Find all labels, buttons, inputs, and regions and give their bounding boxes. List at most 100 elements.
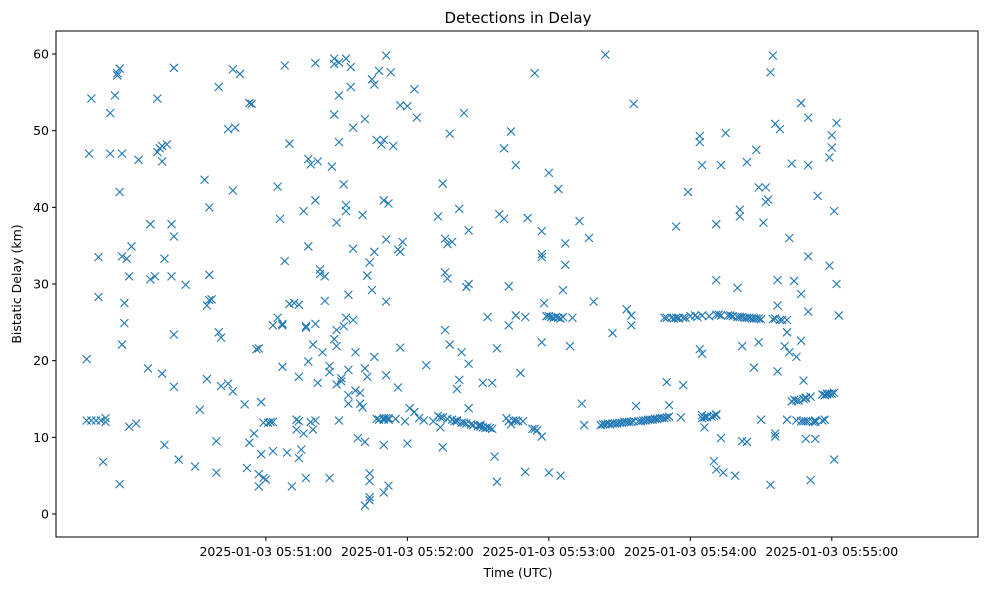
data-point-marker — [678, 313, 688, 323]
data-point-marker — [204, 295, 214, 305]
data-point-marker — [325, 367, 334, 377]
data-point-marker — [466, 419, 476, 429]
data-point-marker — [105, 108, 115, 118]
data-point-marker — [287, 482, 297, 491]
data-point-marker — [499, 214, 509, 224]
data-point-marker — [228, 186, 238, 195]
data-point-marker — [169, 330, 179, 339]
data-point-marker — [310, 319, 320, 329]
data-point-marker — [313, 378, 323, 388]
data-point-marker — [282, 448, 292, 458]
data-point-marker — [315, 269, 325, 279]
data-point-marker — [506, 127, 516, 136]
data-point-marker — [787, 159, 797, 169]
data-point-marker — [115, 479, 125, 489]
data-point-marker — [346, 62, 356, 72]
data-point-marker — [537, 252, 547, 262]
data-point-marker — [379, 488, 389, 497]
data-point-marker — [190, 462, 200, 471]
data-point-marker — [560, 238, 570, 248]
data-point-marker — [94, 292, 103, 302]
data-point-marker — [174, 455, 184, 464]
data-point-marker — [487, 378, 497, 388]
data-point-marker — [105, 149, 115, 159]
data-point-marker — [697, 311, 707, 320]
data-point-marker — [443, 274, 452, 284]
data-point-marker — [329, 59, 339, 69]
data-point-marker — [695, 131, 705, 141]
data-point-marker — [325, 473, 334, 483]
data-point-marker — [544, 468, 554, 477]
y-tick-label: 40 — [33, 200, 49, 215]
data-point-marker — [145, 219, 155, 229]
data-point-marker — [402, 101, 412, 111]
data-point-marker — [735, 205, 745, 215]
data-point-marker — [445, 129, 455, 139]
data-point-marker — [671, 222, 681, 231]
data-point-marker — [659, 413, 669, 423]
data-point-marker — [169, 63, 179, 73]
data-point-marker — [568, 313, 577, 323]
y-tick-label: 50 — [33, 123, 49, 138]
data-point-marker — [348, 315, 358, 325]
data-point-marker — [341, 200, 351, 210]
data-point-marker — [452, 384, 462, 394]
data-point-marker — [464, 279, 474, 289]
data-point-marker — [372, 414, 382, 424]
data-point-marker — [499, 143, 509, 153]
data-point-marker — [353, 433, 363, 443]
data-point-marker — [565, 341, 575, 351]
data-point-marker — [749, 363, 759, 372]
data-point-marker — [714, 310, 724, 320]
data-point-marker — [98, 457, 108, 467]
data-point-marker — [438, 442, 448, 452]
data-point-marker — [332, 380, 341, 389]
data-point-marker — [112, 68, 122, 78]
data-point-marker — [671, 313, 681, 323]
data-point-marker — [530, 424, 540, 434]
data-point-marker — [119, 298, 129, 308]
data-point-marker — [829, 206, 839, 216]
data-point-marker — [365, 492, 375, 502]
x-axis: 2025-01-03 05:51:00 2025-01-03 05:52:00 20… — [199, 537, 898, 559]
data-point-marker — [504, 281, 514, 291]
data-point-marker — [506, 419, 516, 429]
data-point-marker — [202, 374, 212, 384]
data-point-marker — [393, 383, 403, 392]
data-point-marker — [537, 249, 547, 259]
data-point-marker — [433, 411, 443, 421]
data-point-marker — [374, 66, 384, 76]
data-point-marker — [334, 137, 344, 147]
data-point-marker — [601, 50, 610, 60]
data-point-marker — [308, 340, 318, 349]
data-point-marker — [344, 390, 353, 400]
data-point-marker — [289, 298, 299, 308]
data-point-marker — [112, 71, 122, 80]
data-point-marker — [216, 333, 226, 343]
x-tick-label: 2025-01-03 05:52:00 — [341, 544, 474, 559]
y-tick-label: 10 — [33, 430, 49, 445]
data-point-marker — [294, 372, 304, 382]
data-point-marker — [438, 413, 448, 422]
data-point-marker — [235, 69, 245, 79]
data-point-marker — [756, 415, 766, 425]
data-point-marker — [827, 143, 837, 152]
data-point-marker — [718, 468, 728, 477]
data-point-marker — [299, 429, 308, 438]
data-point-marker — [664, 400, 674, 410]
data-point-marker — [117, 252, 127, 261]
data-point-marker — [341, 54, 351, 63]
data-point-marker — [626, 321, 636, 330]
data-point-marker — [806, 475, 815, 485]
data-point-marker — [344, 365, 353, 375]
data-point-marker — [773, 367, 782, 376]
data-point-marker — [421, 360, 431, 370]
data-point-marker — [362, 372, 372, 382]
data-point-marker — [381, 413, 391, 423]
data-point-marker — [662, 413, 672, 422]
data-point-marker — [244, 438, 254, 448]
data-point-marker — [391, 414, 400, 424]
data-point-marker — [751, 145, 761, 155]
data-point-marker — [733, 283, 742, 293]
y-axis-label: Bistatic Delay (km) — [9, 224, 24, 343]
